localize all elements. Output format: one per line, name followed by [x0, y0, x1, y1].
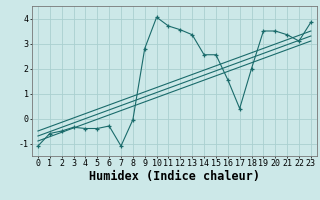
X-axis label: Humidex (Indice chaleur): Humidex (Indice chaleur) — [89, 170, 260, 183]
